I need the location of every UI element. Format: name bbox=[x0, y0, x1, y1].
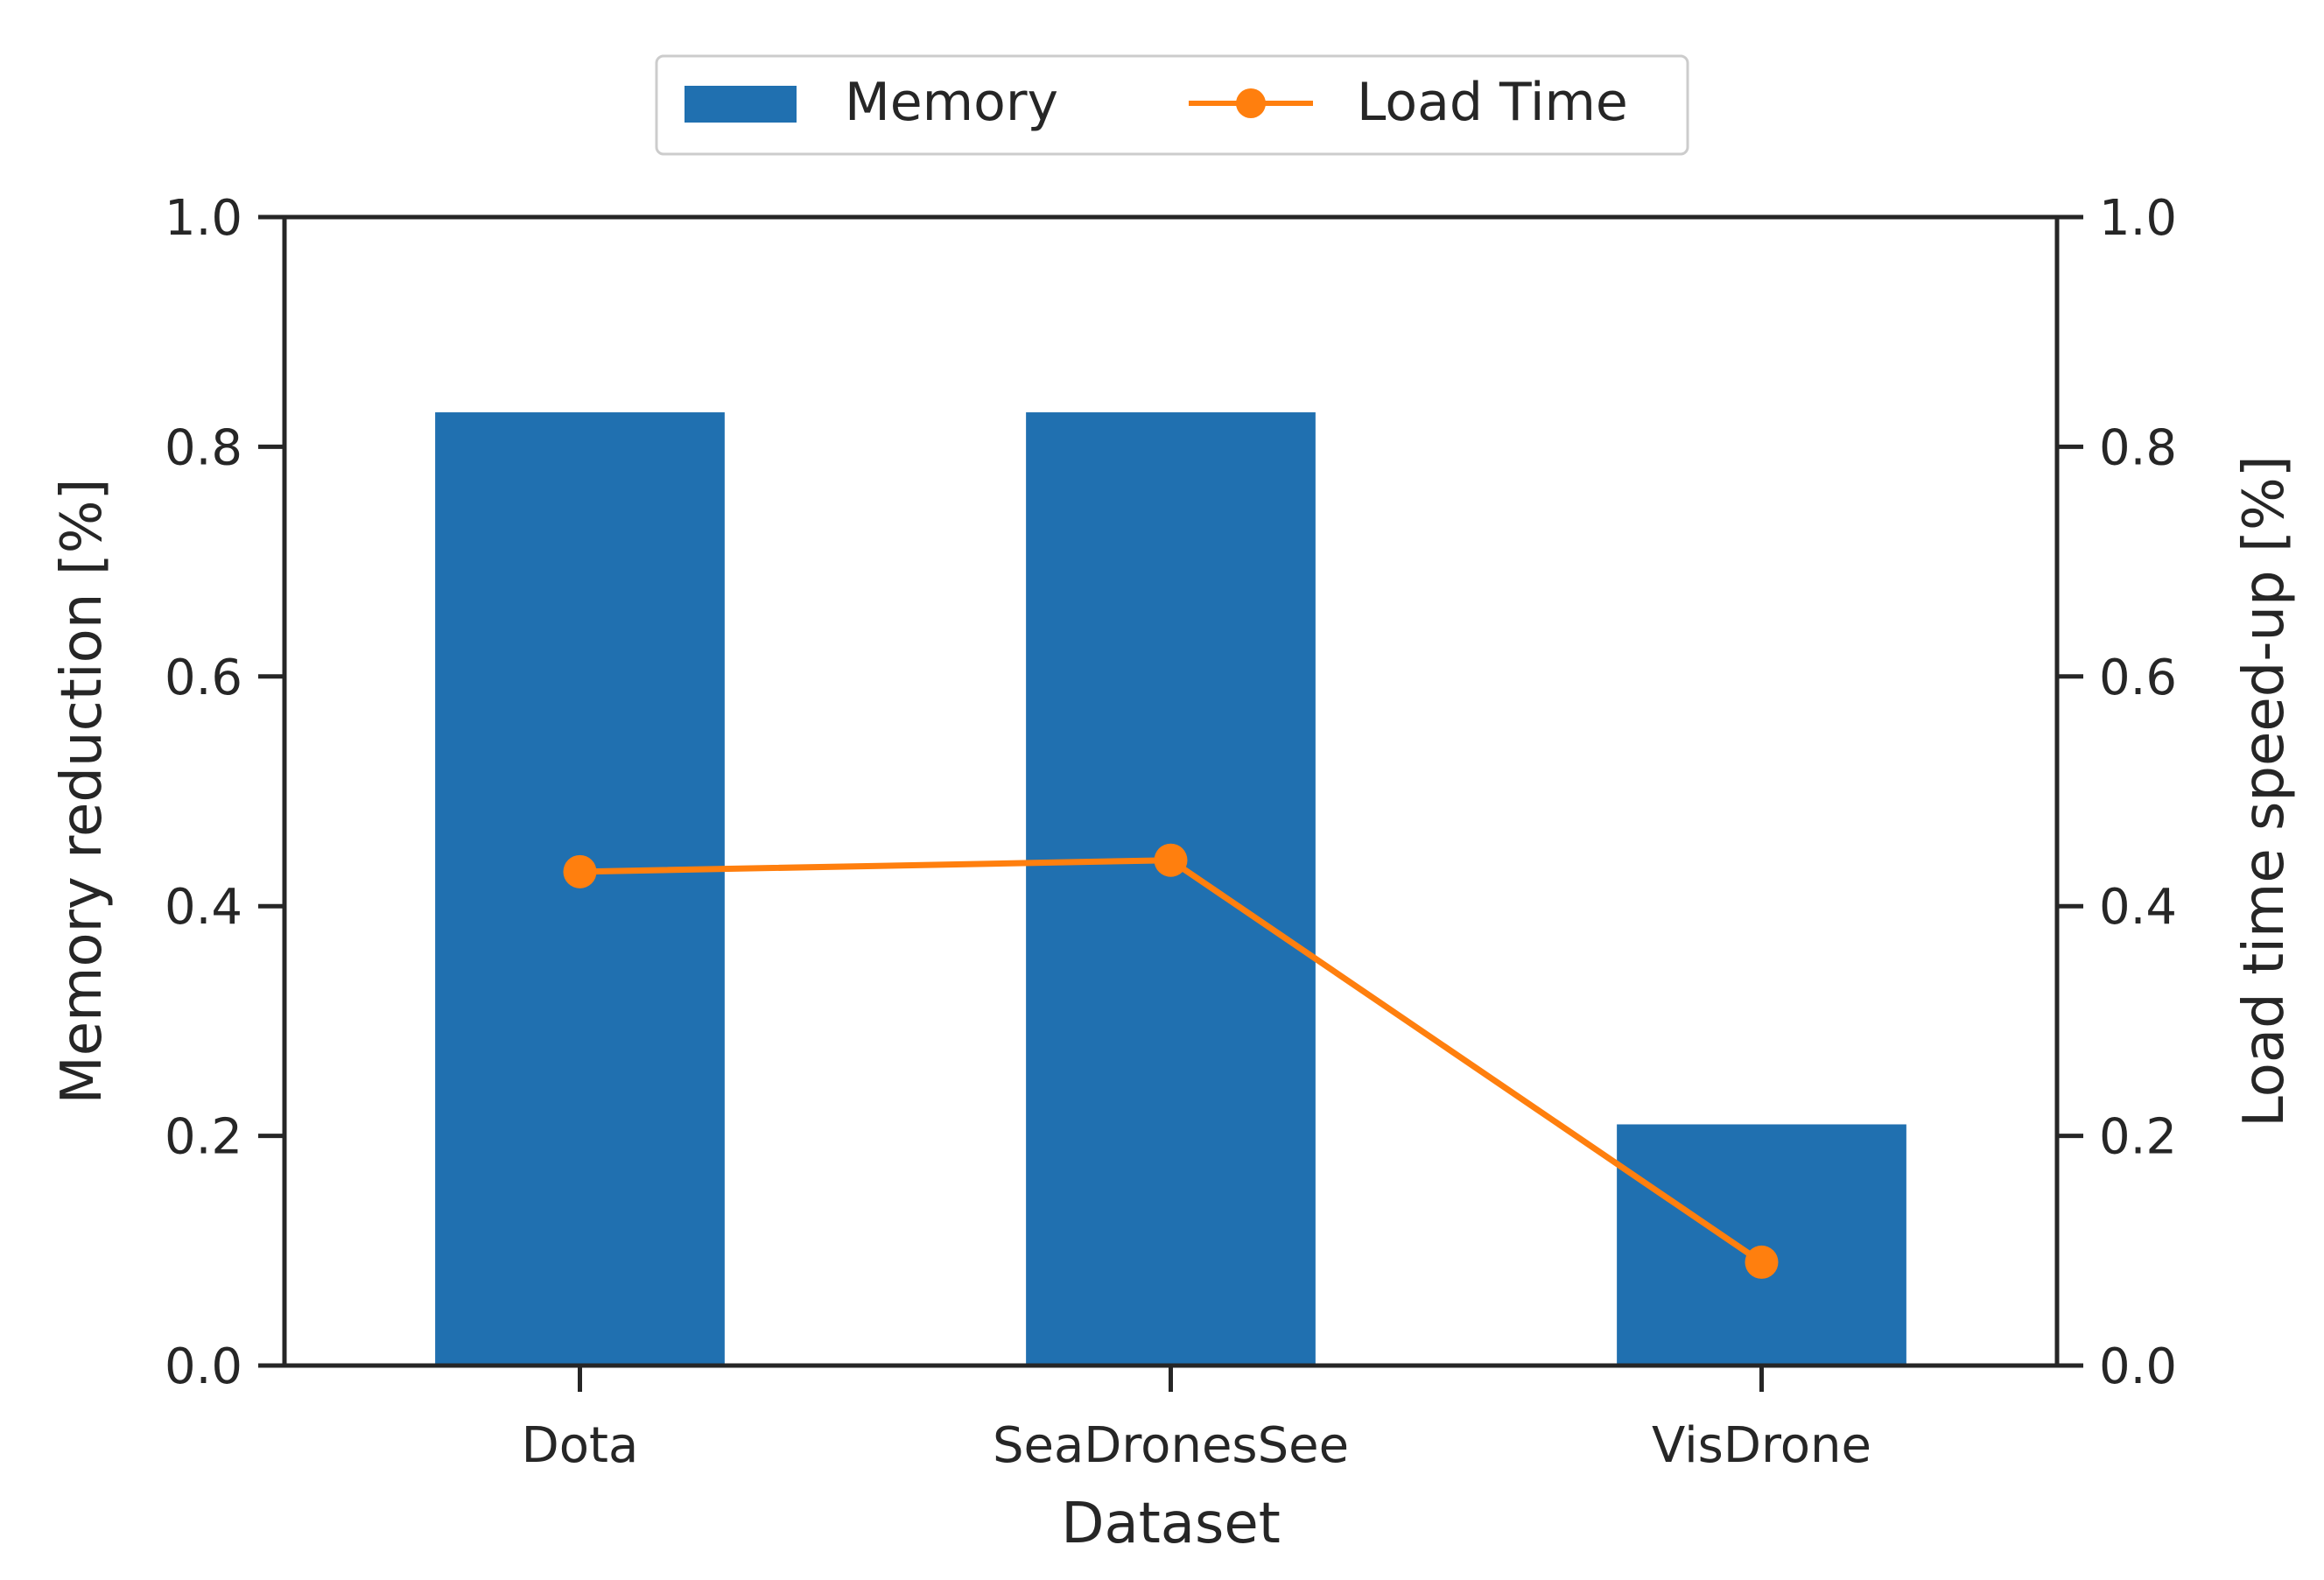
load-time-point-dota bbox=[563, 854, 597, 888]
legend-label-memory: Memory bbox=[845, 72, 1058, 133]
left-tick-label: 1.0 bbox=[165, 190, 242, 247]
bar-seadronessee bbox=[1026, 412, 1316, 1366]
right-y-axis-title: Load time speed-up [%] bbox=[2232, 455, 2297, 1127]
right-tick-label: 0.2 bbox=[2099, 1109, 2177, 1166]
right-tick-label: 0.8 bbox=[2099, 419, 2177, 476]
x-axis-ticks: Dota SeaDronesSee VisDrone bbox=[522, 1366, 1871, 1474]
bars-group bbox=[435, 412, 1906, 1366]
left-tick-label: 0.2 bbox=[165, 1109, 242, 1166]
legend-box bbox=[655, 54, 1689, 156]
x-tick-label: VisDrone bbox=[1652, 1417, 1871, 1474]
bar-dota bbox=[435, 412, 725, 1366]
left-tick-label: 0.4 bbox=[165, 879, 242, 936]
bar-visdrone bbox=[1617, 1124, 1906, 1366]
x-tick-label: Dota bbox=[522, 1417, 639, 1474]
right-tick-label: 0.0 bbox=[2099, 1338, 2177, 1395]
load-time-point-visdrone bbox=[1745, 1245, 1779, 1279]
legend-swatch-memory bbox=[685, 86, 797, 123]
load-time-line-group bbox=[563, 843, 1779, 1279]
legend-marker-load-time bbox=[1236, 88, 1266, 118]
left-tick-label: 0.8 bbox=[165, 419, 242, 476]
legend: Memory Load Time bbox=[655, 54, 1689, 156]
left-y-axis-title: Memory reduction [%] bbox=[50, 479, 115, 1105]
load-time-point-seadronessee bbox=[1154, 843, 1188, 877]
x-tick-label: SeaDronesSee bbox=[993, 1417, 1349, 1474]
legend-label-load-time: Load Time bbox=[1357, 72, 1628, 133]
right-axis-ticks: 0.0 0.2 0.4 0.6 0.8 1.0 bbox=[2057, 190, 2177, 1395]
right-tick-label: 0.4 bbox=[2099, 879, 2177, 936]
x-axis-title: Dataset bbox=[1061, 1492, 1281, 1556]
left-tick-label: 0.6 bbox=[165, 650, 242, 706]
left-tick-label: 0.0 bbox=[165, 1338, 242, 1395]
right-tick-label: 1.0 bbox=[2099, 190, 2177, 247]
right-tick-label: 0.6 bbox=[2099, 650, 2177, 706]
left-axis-ticks: 0.0 0.2 0.4 0.6 0.8 1.0 bbox=[165, 190, 284, 1395]
